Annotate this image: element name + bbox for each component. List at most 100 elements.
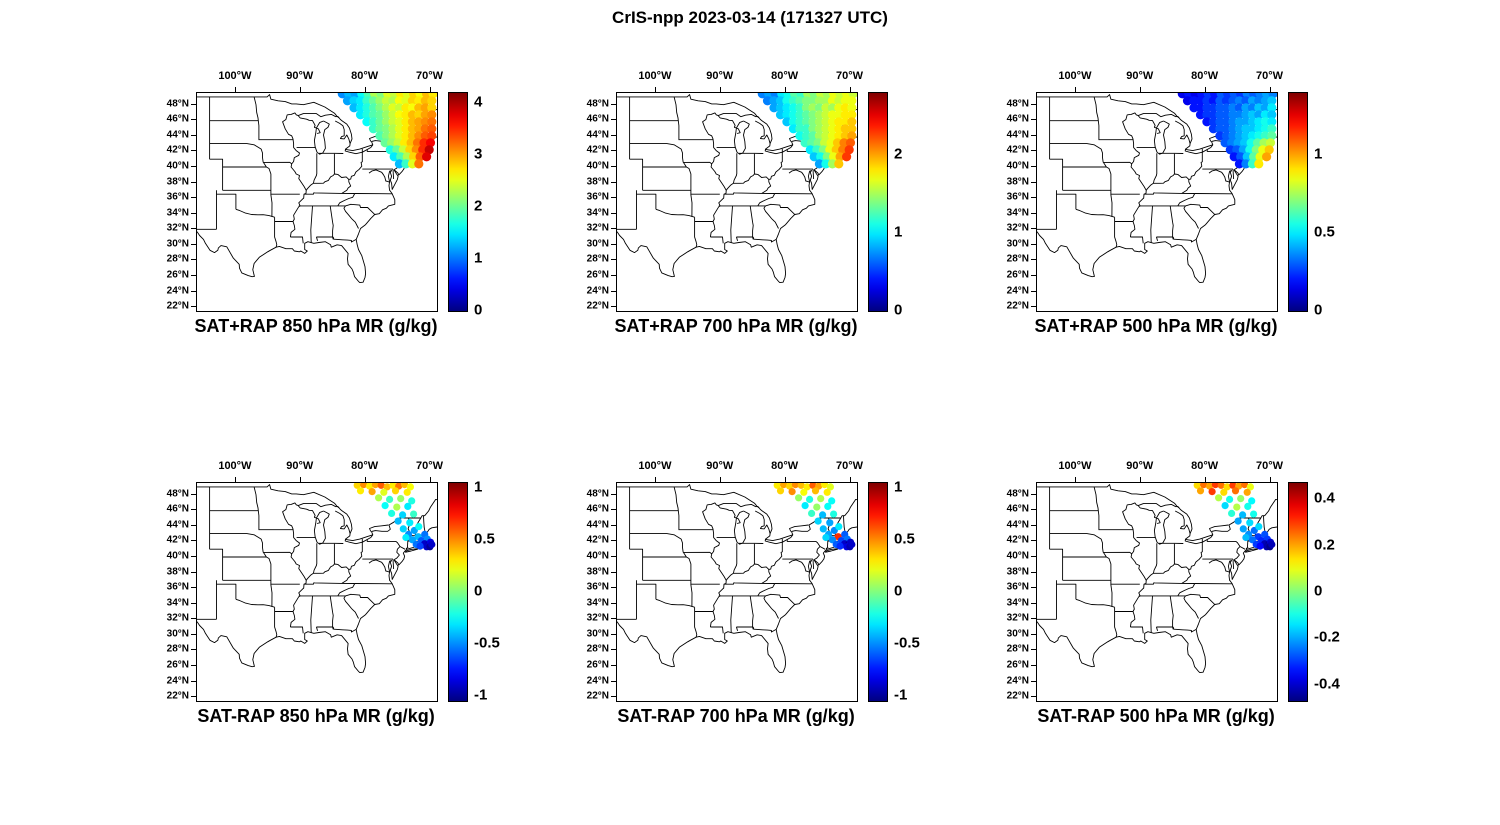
- lat-axis-tick: [191, 259, 196, 261]
- footprint-dot: [1247, 131, 1257, 141]
- boundary-line: [763, 595, 779, 619]
- boundary-line: [724, 582, 775, 585]
- footprint-dot: [1243, 488, 1251, 496]
- footprint-dot: [1215, 117, 1225, 127]
- boundary-line: [332, 626, 357, 633]
- boundary-line: [329, 205, 334, 240]
- colorbar-tick-label: 3: [474, 145, 483, 163]
- footprint-dot: [836, 542, 844, 550]
- footprint-dot: [808, 110, 818, 120]
- footprint-dot: [404, 502, 412, 510]
- boundary-line: [1127, 112, 1180, 119]
- lat-axis-tick: [611, 243, 616, 245]
- footprint-dot: [803, 483, 811, 491]
- lat-axis: 48°N 46°N 44°N 42°N 40°N 38°N 36°N 34°N 32°N 30°N…: [970, 482, 1032, 701]
- boundary-line: [749, 595, 754, 630]
- footprint-dot: [1268, 540, 1276, 549]
- footprint-dot: [808, 117, 818, 127]
- colorbar-tick-label: 1: [474, 478, 483, 496]
- boundary-line: [819, 546, 826, 550]
- lat-axis-tick: [1031, 119, 1036, 121]
- lat-axis-tick: [1031, 618, 1036, 620]
- footprint-dot: [410, 510, 418, 518]
- footprint-dot: [1208, 124, 1218, 134]
- boundary-line: [235, 598, 275, 608]
- footprint-dot: [1239, 511, 1247, 519]
- lat-tick-label: 40°N: [166, 550, 189, 562]
- boundary-line: [717, 115, 737, 129]
- footprint-dot: [823, 488, 831, 496]
- lat-axis-tick: [1031, 602, 1036, 604]
- footprint-dot: [834, 124, 844, 134]
- footprint-dot: [380, 138, 390, 148]
- footprint-dot: [1205, 483, 1214, 490]
- footprint-dot: [1225, 145, 1235, 155]
- footprint-dot: [365, 483, 374, 490]
- footprint-dot: [847, 110, 857, 120]
- footprint-dot: [835, 523, 843, 531]
- footprint-dot: [427, 124, 437, 134]
- boundary-line: [763, 205, 779, 229]
- lat-tick-label: 36°N: [586, 191, 609, 203]
- footprint-dot: [1228, 509, 1236, 517]
- lon-axis-tick: [364, 87, 366, 92]
- footprint-dot: [834, 96, 844, 106]
- boundary-line: [1155, 236, 1159, 242]
- footprint-dot: [1254, 124, 1264, 134]
- map-canvas: [197, 93, 437, 284]
- footprint-dot: [1245, 145, 1255, 155]
- footprint-dot: [360, 483, 368, 489]
- boundary-line: [1155, 626, 1159, 632]
- boundary-line: [1150, 595, 1153, 633]
- footprint-dot: [1193, 483, 1201, 489]
- boundary-line: [733, 120, 750, 155]
- footprint-dot: [812, 145, 822, 155]
- lat-axis-tick: [191, 618, 196, 620]
- footprint-dot: [807, 138, 817, 148]
- lat-tick-label: 38°N: [586, 566, 609, 577]
- boundary-line: [209, 533, 264, 553]
- footprint-dot: [394, 103, 404, 113]
- boundary-line: [735, 626, 739, 632]
- footprint-dot: [821, 483, 829, 489]
- lon-axis-tick: [234, 87, 236, 92]
- footprint-dot: [826, 519, 834, 527]
- footprint-dot: [383, 483, 391, 491]
- boundary-line: [707, 502, 760, 509]
- footprint-dot: [1223, 483, 1231, 491]
- boundary-line: [337, 583, 356, 597]
- footprint-dot: [1220, 138, 1230, 148]
- lat-tick-label: 48°N: [1006, 488, 1029, 500]
- footprint-dot: [427, 131, 437, 141]
- footprint-dot: [801, 124, 811, 134]
- lat-axis-tick: [1031, 181, 1036, 183]
- lon-axis: 100°W 90°W 80°W 70°W: [1036, 70, 1283, 88]
- boundary-line: [1110, 194, 1113, 217]
- boundary-line: [730, 205, 733, 243]
- footprint-dot: [1202, 117, 1212, 127]
- scatter-points: [757, 93, 857, 169]
- lat-tick-label: 38°N: [586, 176, 609, 187]
- boundary-line: [263, 162, 300, 195]
- lat-axis-tick: [611, 602, 616, 604]
- lat-axis-tick: [191, 493, 196, 495]
- footprint-dot: [380, 488, 388, 496]
- boundary-line: [736, 127, 741, 134]
- lon-tick-label: 80°W: [1191, 460, 1219, 472]
- lon-axis-tick: [654, 477, 656, 482]
- boundary-line: [423, 515, 426, 533]
- boundary-line: [702, 114, 727, 238]
- boundary-line: [392, 559, 395, 570]
- boundary-line: [368, 169, 390, 183]
- scatter-points: [353, 483, 436, 551]
- lon-tick-label: 80°W: [771, 70, 799, 82]
- footprint-dot: [393, 503, 401, 511]
- footprint-dot: [834, 159, 844, 169]
- footprint-dot: [401, 117, 411, 127]
- footprint-dot: [401, 103, 411, 113]
- boundary-line: [270, 584, 273, 607]
- footprint-dot: [1254, 159, 1264, 169]
- lat-axis-tick: [191, 509, 196, 511]
- lat-axis-tick: [1031, 633, 1036, 635]
- footprint-dot: [392, 145, 402, 155]
